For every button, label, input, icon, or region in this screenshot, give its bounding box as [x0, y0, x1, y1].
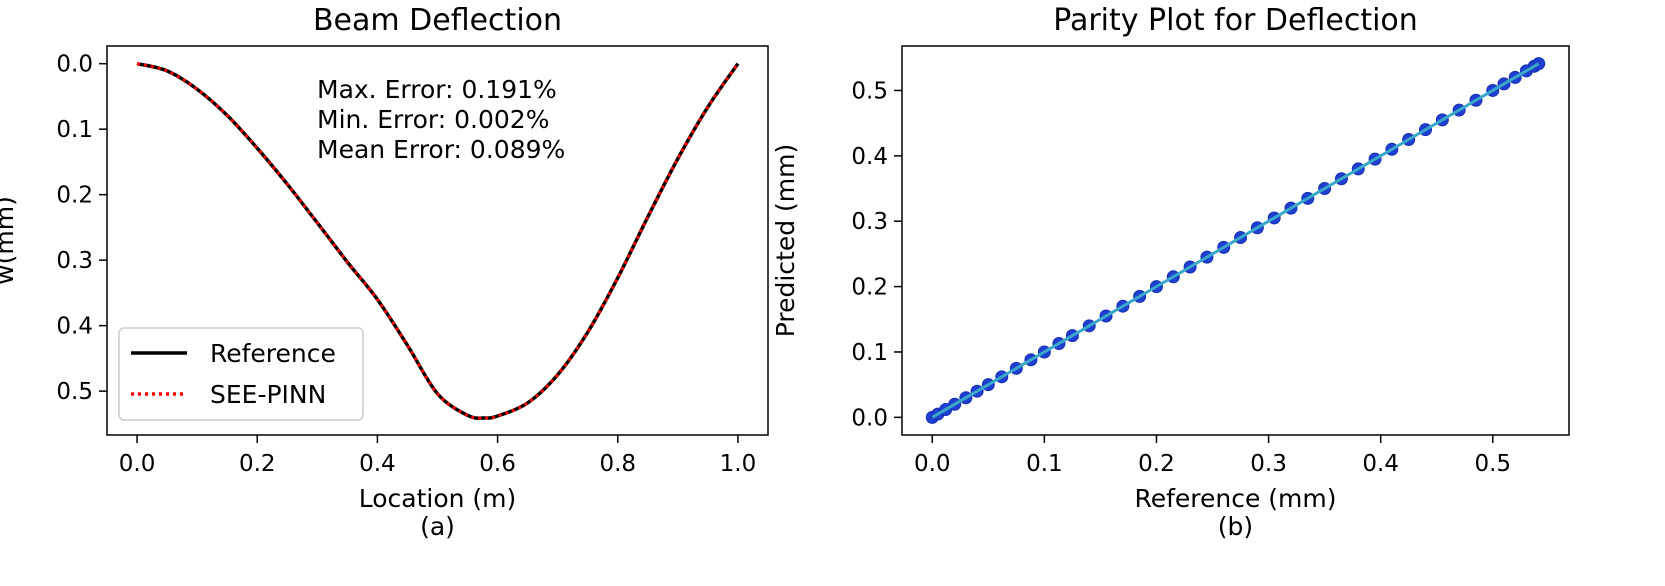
x-tick-label: 0.8: [599, 451, 636, 477]
y-tick-label: 0.0: [56, 52, 93, 78]
x-tick-label: 0.4: [359, 451, 396, 477]
x-tick-label: 0.0: [119, 451, 156, 477]
plot-frame: [901, 45, 1570, 436]
x-tick-label: 0.0: [914, 451, 951, 477]
y-tick-label: 0.0: [851, 405, 888, 431]
parity-line: [931, 62, 1540, 419]
y-axis-label: w(mm): [0, 196, 19, 285]
x-tick-label: 0.2: [1138, 451, 1175, 477]
y-tick-label: 0.2: [851, 275, 888, 301]
y-axis-label: Predicted (mm): [771, 144, 800, 338]
legend-label: Reference: [210, 339, 336, 368]
legend-label: SEE-PINN: [210, 380, 326, 409]
parity-plot-panel: 0.0 0.1 0.2 0.3 0.4 0.5 0.0 0.1 0.2 0.3 0.4 0.5 Pari…: [771, 3, 1570, 541]
y-tick-label: 0.5: [851, 78, 888, 104]
y-tick-label: 0.1: [851, 340, 888, 366]
y-tick-label: 0.1: [56, 117, 93, 143]
reference-line: [136, 61, 740, 420]
x-tick-label: 0.5: [1474, 451, 1511, 477]
x-tick-label: 1.0: [720, 451, 757, 477]
x-tick-label: 0.2: [239, 451, 276, 477]
beam-deflection-panel: 0.0 0.2 0.4 0.6 0.8 1.0 0.0 0.1 0.2 0.3 0.4 0.5 Beam…: [0, 3, 769, 541]
chart-title: Parity Plot for Deflection: [1053, 3, 1418, 38]
x-tick-label: 0.6: [479, 451, 516, 477]
plot-frame: [106, 45, 769, 436]
x-tick-label: 0.3: [1250, 451, 1287, 477]
y-tick-label: 0.4: [56, 314, 93, 340]
legend: Reference SEE-PINN: [118, 327, 364, 421]
y-tick-label: 0.2: [56, 183, 93, 209]
x-tick-label: 0.1: [1026, 451, 1063, 477]
y-tick-label: 0.5: [56, 379, 93, 405]
legend-box: [118, 327, 364, 421]
chart-title: Beam Deflection: [313, 3, 562, 38]
x-tick-label: 0.4: [1362, 451, 1399, 477]
panel-caption: (a): [420, 512, 455, 541]
error-annotation: Min. Error: 0.002%: [317, 105, 549, 134]
y-tick-label: 0.4: [851, 144, 888, 170]
error-annotation: Mean Error: 0.089%: [317, 135, 565, 164]
panel-caption: (b): [1218, 512, 1253, 541]
x-axis-label: Location (m): [359, 484, 517, 513]
y-tick-label: 0.3: [851, 209, 888, 235]
y-tick-label: 0.3: [56, 248, 93, 274]
error-annotation: Max. Error: 0.191%: [317, 75, 557, 104]
x-axis-label: Reference (mm): [1134, 484, 1336, 513]
